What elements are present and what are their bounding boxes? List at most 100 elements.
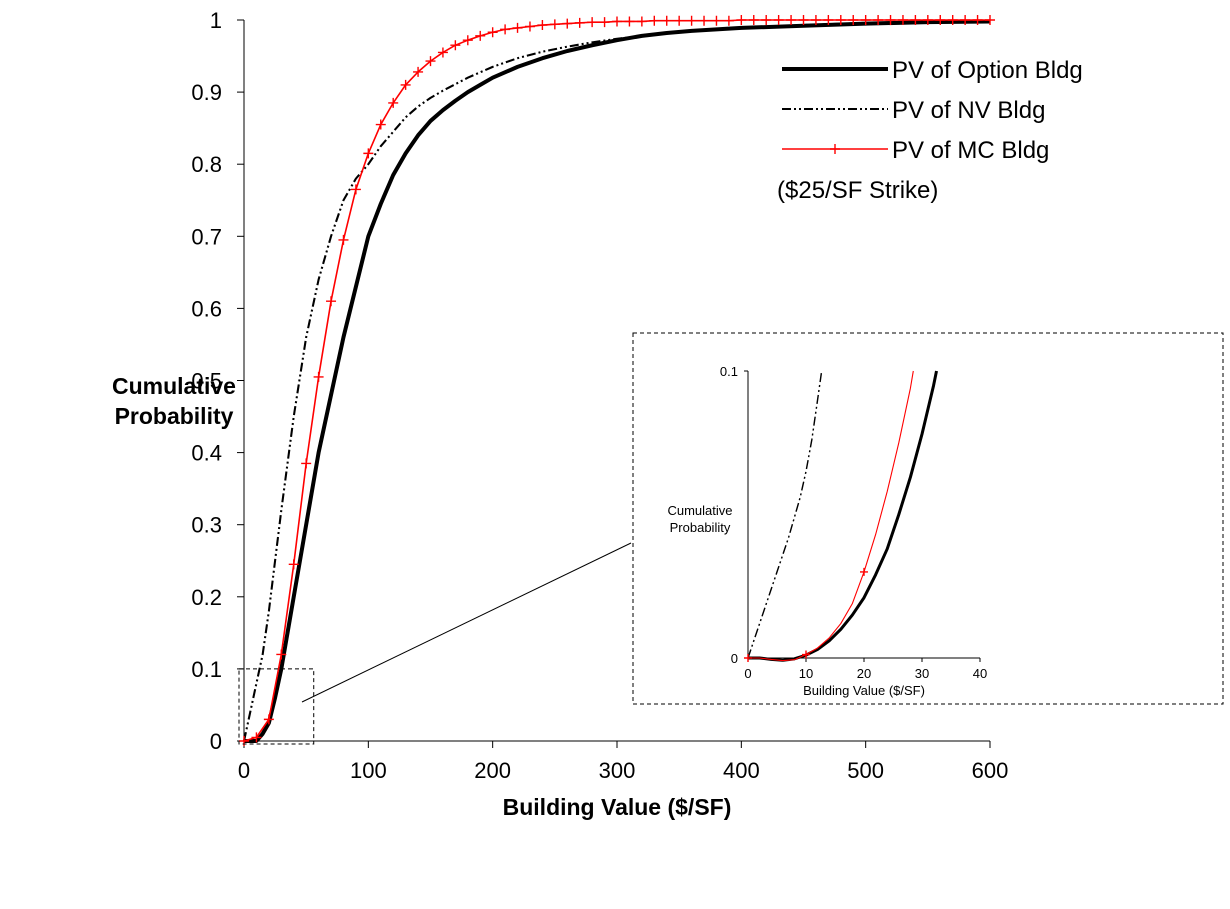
series-marker: [674, 15, 685, 26]
zoom-box: [238, 668, 315, 745]
main-plot: 00.10.20.30.40.50.60.70.80.910 100 200 300 4…: [112, 8, 1008, 820]
y-tick-label: 1: [210, 8, 222, 33]
x-tick-label: 0: [238, 758, 250, 783]
series-marker: [425, 56, 436, 67]
legend-entry: PV of NV Bldg: [892, 97, 1045, 124]
series-marker: [487, 27, 498, 38]
series-marker: [251, 732, 262, 743]
legend: PV of Option Bldg PV of NV Bldg PV of MC B…: [777, 57, 1083, 204]
series-line: [242, 20, 991, 742]
series-marker: [798, 15, 809, 25]
inset-x-axis-title: Building Value ($/SF): [803, 683, 925, 698]
inset-x-tick-label: 40: [973, 666, 987, 681]
inset-y-axis-title: Cumulative: [667, 503, 732, 518]
series-marker: [649, 15, 660, 26]
series-marker: [736, 15, 747, 25]
x-tick-label: 600: [972, 758, 1009, 783]
series-marker: [562, 18, 573, 29]
y-tick-label: 0.3: [191, 513, 222, 538]
series-marker: [437, 47, 448, 58]
x-tick-label: 300: [599, 758, 636, 783]
y-tick-label: 0.1: [191, 657, 222, 682]
series-marker: [748, 15, 759, 25]
inset-plot: 0 0.1 0 10 20 30 40 Building Value ($/SF) Cumula…: [667, 364, 987, 698]
series-marker: [500, 24, 511, 35]
inset-series-line: [747, 370, 823, 659]
legend-note: ($25/SF Strike): [777, 177, 938, 204]
x-tick-label: 500: [847, 758, 884, 783]
series-marker: [686, 15, 697, 26]
series-marker: [549, 19, 560, 30]
series-marker: [587, 17, 598, 28]
series-line: [244, 19, 991, 743]
series-marker: [313, 371, 324, 382]
series-marker: [450, 40, 461, 51]
series-marker: [873, 15, 884, 25]
zoom-callout: [238, 332, 1224, 745]
series-marker: [524, 21, 535, 32]
series-marker: [338, 234, 349, 245]
x-tick-label: 100: [350, 758, 387, 783]
y-tick-label: 0.7: [191, 224, 222, 249]
series-marker: [699, 15, 710, 26]
y-tick-label: 0.9: [191, 80, 222, 105]
series-marker: [475, 30, 486, 41]
series-marker: [723, 15, 734, 26]
series-marker: [512, 22, 523, 33]
series-line: [243, 19, 990, 742]
x-tick-label: 200: [474, 758, 511, 783]
y-tick-label: 0.2: [191, 585, 222, 610]
y-tick-label: 0.8: [191, 152, 222, 177]
inset-series-marker: [860, 567, 868, 576]
series-marker: [860, 15, 871, 25]
series-marker: [947, 15, 958, 25]
legend-entry: PV of Option Bldg: [892, 57, 1083, 84]
inset-series-marker: [802, 650, 810, 659]
series-marker: [910, 15, 921, 25]
series-marker: [276, 649, 287, 660]
series-marker: [823, 15, 834, 25]
y-tick-label: 0.6: [191, 296, 222, 321]
series-marker: [835, 15, 846, 25]
series-marker: [301, 458, 312, 469]
series-marker: [773, 15, 784, 25]
x-tick-label: 400: [723, 758, 760, 783]
series-marker: [350, 184, 361, 195]
series-marker: [413, 66, 424, 77]
y-tick-label: 0: [210, 729, 222, 754]
series-marker: [636, 16, 647, 27]
series-marker: [711, 15, 722, 26]
series-marker: [922, 15, 933, 25]
inset-frame: [632, 332, 1224, 705]
series-marker: [897, 15, 908, 25]
series-marker: [624, 16, 635, 27]
series-marker: [400, 79, 411, 90]
series-marker: [786, 15, 797, 25]
series-marker: [263, 714, 274, 725]
y-axis-title: Probability: [115, 403, 234, 429]
zoom-connector: [301, 542, 632, 703]
inset-x-tick-label: 30: [915, 666, 929, 681]
y-axis-title: Cumulative: [112, 373, 236, 399]
series-marker: [537, 20, 548, 31]
legend-entry: PV of MC Bldg: [892, 137, 1049, 164]
inset-x-tick-label: 20: [857, 666, 871, 681]
series-marker: [848, 15, 859, 25]
series-marker: [574, 17, 585, 28]
inset-y-axis-title: Probability: [670, 520, 731, 535]
series-marker: [326, 296, 337, 307]
series-marker: [388, 97, 399, 108]
series-marker: [935, 15, 946, 25]
series-marker: [985, 15, 995, 25]
series-marker: [810, 15, 821, 25]
series-marker: [363, 148, 374, 159]
y-tick-label: 0.5: [191, 369, 222, 394]
series-marker: [661, 15, 672, 26]
series-marker: [885, 15, 896, 25]
inset-series-line: [748, 370, 938, 662]
series-marker: [761, 15, 772, 25]
series-marker: [972, 15, 983, 25]
inset-series-line: [748, 370, 914, 662]
series-marker: [375, 119, 386, 130]
